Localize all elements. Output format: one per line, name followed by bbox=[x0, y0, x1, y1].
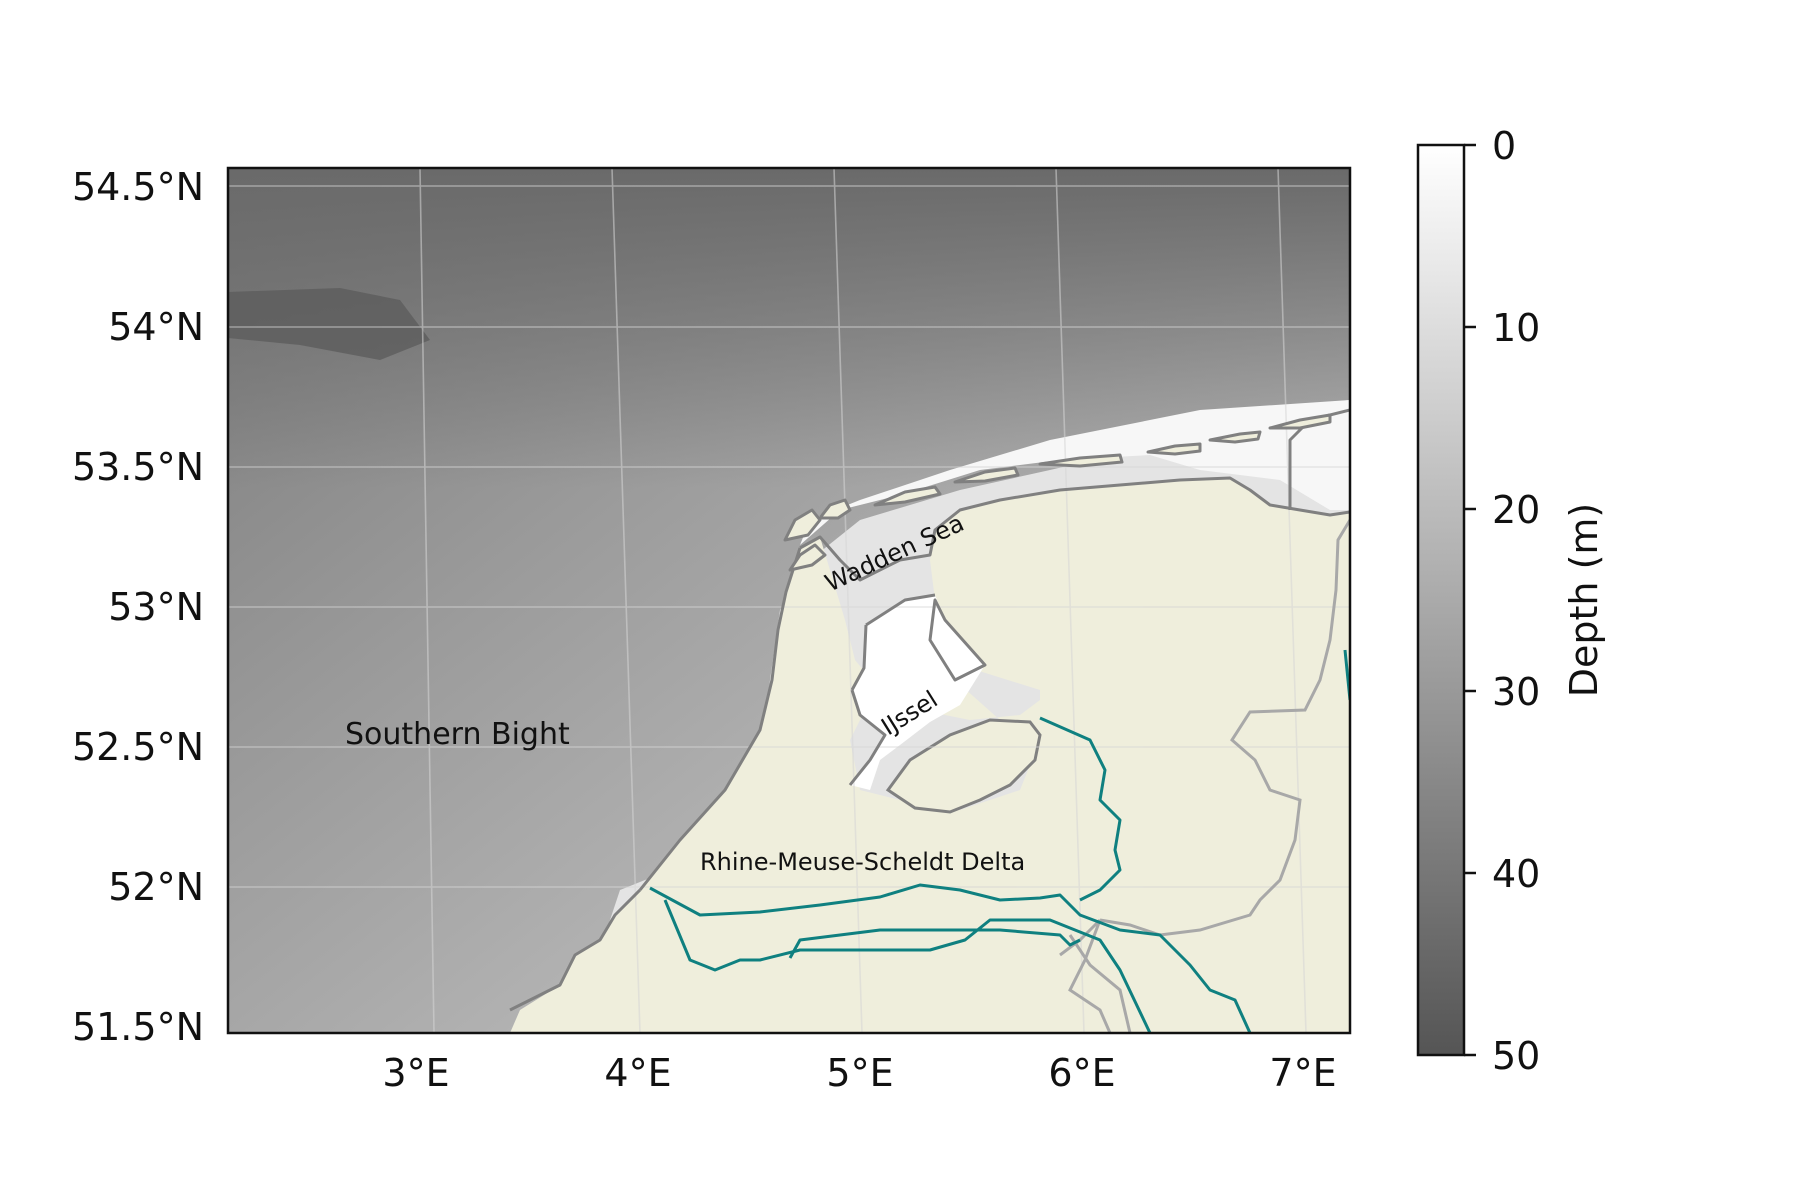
depth-colorbar: 0 10 20 30 40 50 Depth (m) bbox=[1416, 124, 1606, 1078]
colorbar-tick-label: 0 bbox=[1492, 124, 1516, 168]
lat-tick-label: 51.5°N bbox=[72, 1005, 204, 1049]
colorbar-gradient bbox=[1416, 143, 1466, 1057]
deep-channel bbox=[228, 288, 430, 360]
lat-tick-label: 52.5°N bbox=[72, 725, 204, 769]
rivers bbox=[649, 649, 1350, 1033]
lon-tick-label: 4°E bbox=[604, 1051, 671, 1095]
lat-tick-label: 54.5°N bbox=[72, 165, 204, 209]
delta-label: Rhine-Meuse-Scheldt Delta bbox=[700, 848, 1025, 876]
map-panel bbox=[228, 168, 1350, 1033]
colorbar-tick-label: 20 bbox=[1492, 488, 1540, 532]
lon-tick-label: 3°E bbox=[382, 1051, 449, 1095]
coastline bbox=[509, 408, 1350, 1012]
colorbar-tick-label: 10 bbox=[1492, 306, 1540, 350]
ijssel-lake bbox=[850, 595, 985, 790]
colorbar-title: Depth (m) bbox=[1562, 503, 1606, 698]
lat-tick-label: 52°N bbox=[108, 865, 204, 909]
land-area bbox=[510, 478, 1350, 1033]
lat-tick-label: 54°N bbox=[108, 305, 204, 349]
lat-tick-label: 53°N bbox=[108, 585, 204, 629]
colorbar-ticks bbox=[1464, 143, 1476, 1057]
map-frame bbox=[226, 166, 1352, 1035]
lat-tick-label: 53.5°N bbox=[72, 445, 204, 489]
southern-bight-label: Southern Bight bbox=[345, 717, 570, 752]
graticule bbox=[228, 168, 1350, 1033]
longitude-tick-labels: 3°E 4°E 5°E 6°E 7°E bbox=[382, 1051, 1336, 1095]
lon-tick-label: 6°E bbox=[1048, 1051, 1115, 1095]
colorbar-tick-label: 40 bbox=[1492, 852, 1540, 896]
latitude-tick-labels: 54.5°N 54°N 53.5°N 53°N 52.5°N 52°N 51.5… bbox=[72, 165, 204, 1049]
wadden-islands bbox=[783, 413, 1332, 572]
lon-tick-label: 7°E bbox=[1269, 1051, 1336, 1095]
lon-tick-label: 5°E bbox=[826, 1051, 893, 1095]
wadden-sea-water bbox=[800, 400, 1350, 545]
colorbar-tick-label: 50 bbox=[1492, 1034, 1540, 1078]
colorbar-tick-label: 30 bbox=[1492, 670, 1540, 714]
